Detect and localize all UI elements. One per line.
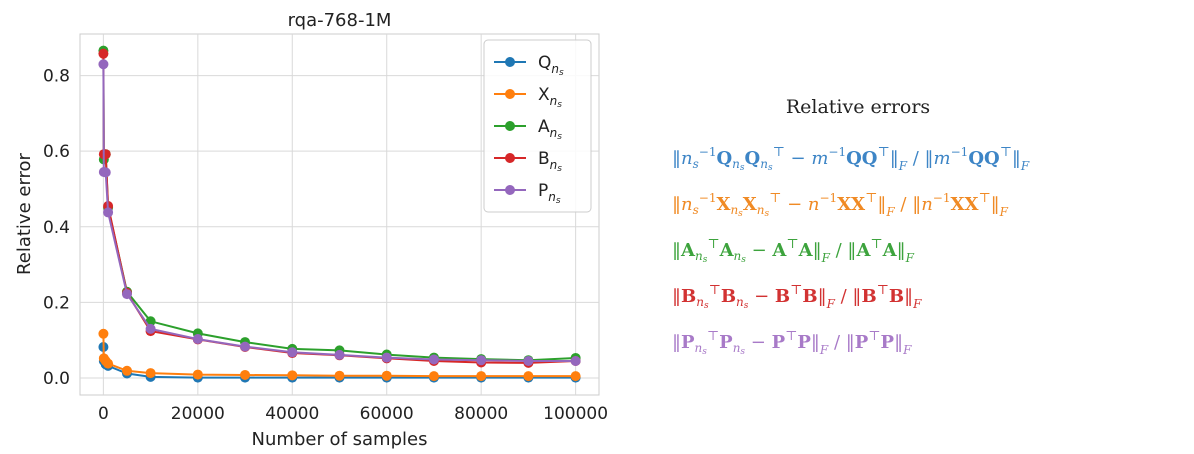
legend-item-p: Pns bbox=[494, 181, 561, 206]
data-point bbox=[523, 371, 534, 382]
data-point bbox=[381, 352, 392, 363]
data-point bbox=[570, 355, 581, 366]
y-tick-label: 0.2 bbox=[43, 293, 70, 313]
data-point bbox=[476, 371, 487, 382]
data-point bbox=[381, 370, 392, 381]
legend: Qns Xns Ans Bns Pns bbox=[483, 39, 592, 213]
legend-marker bbox=[505, 57, 515, 67]
legend-label: Qns bbox=[538, 53, 564, 78]
legend-marker bbox=[505, 121, 515, 131]
legend-label: Bns bbox=[538, 149, 562, 174]
data-point bbox=[192, 334, 203, 345]
y-tick-label: 0.6 bbox=[43, 142, 70, 162]
svg-text:‖ns−1QnsQns⊤ − m−1QQ⊤‖F / ‖m−1: ‖ns−1QnsQns⊤ − m−1QQ⊤‖F / ‖m−1QQ⊤‖F bbox=[672, 145, 1030, 173]
data-point bbox=[98, 328, 109, 339]
x-tick-label: 100000 bbox=[543, 404, 608, 424]
data-point bbox=[523, 355, 534, 366]
series-p bbox=[98, 59, 581, 366]
data-point bbox=[287, 370, 298, 381]
x-tick-label: 0 bbox=[98, 404, 109, 424]
data-point bbox=[145, 368, 156, 379]
formula-b: ‖Bns⊤Bns − B⊤B‖F / ‖B⊤B‖F bbox=[672, 283, 922, 311]
data-point bbox=[428, 354, 439, 365]
data-point bbox=[428, 371, 439, 382]
series-x bbox=[98, 328, 581, 382]
legend-item-a: Ans bbox=[494, 117, 562, 142]
x-tick-label: 40000 bbox=[265, 404, 319, 424]
legend-label: Xns bbox=[538, 85, 562, 110]
svg-text:‖Pns⊤Pns − P⊤P‖F / ‖P⊤P‖F: ‖Pns⊤Pns − P⊤P‖F / ‖P⊤P‖F bbox=[672, 329, 912, 357]
x-tick-labels: 0 20000 40000 60000 80000 100000 bbox=[98, 404, 608, 424]
data-point bbox=[100, 149, 111, 160]
data-point bbox=[240, 341, 251, 352]
data-point bbox=[334, 370, 345, 381]
y-tick-label: 0.0 bbox=[43, 369, 70, 389]
y-axis-label: Relative error bbox=[14, 152, 35, 274]
x-axis-label: Number of samples bbox=[252, 429, 428, 450]
data-point bbox=[287, 347, 298, 358]
data-point bbox=[240, 369, 251, 380]
formula-q: ‖ns−1QnsQns⊤ − m−1QQ⊤‖F / ‖m−1QQ⊤‖F bbox=[672, 145, 1030, 173]
data-point bbox=[98, 48, 109, 59]
legend-marker bbox=[505, 153, 515, 163]
data-point bbox=[100, 167, 111, 178]
legend-item-x: Xns bbox=[494, 85, 562, 110]
legend-item-q: Qns bbox=[494, 53, 564, 78]
x-tick-label: 80000 bbox=[454, 404, 508, 424]
svg-text:‖ns−1XnsXns⊤ − n−1XX⊤‖F / ‖n−1: ‖ns−1XnsXns⊤ − n−1XX⊤‖F / ‖n−1XX⊤‖F bbox=[672, 191, 1009, 219]
x-tick-label: 60000 bbox=[360, 404, 414, 424]
legend-marker bbox=[505, 185, 515, 195]
chart-title: rqa-768-1M bbox=[288, 10, 392, 31]
series-layer bbox=[98, 45, 581, 383]
data-point bbox=[192, 369, 203, 380]
legend-frame bbox=[483, 39, 592, 213]
data-point bbox=[570, 371, 581, 382]
y-tick-labels: 0.0 0.2 0.4 0.6 0.8 bbox=[43, 67, 70, 389]
data-point bbox=[103, 207, 114, 218]
data-point bbox=[145, 323, 156, 334]
formula-panel-title: Relative errors bbox=[785, 96, 931, 118]
data-point bbox=[103, 358, 114, 369]
chart: 0 20000 40000 60000 80000 100000 0.0 0.2 0.4 0.6… bbox=[14, 10, 608, 450]
legend-item-b: Bns bbox=[494, 149, 562, 174]
x-tick-label: 20000 bbox=[171, 404, 225, 424]
data-point bbox=[334, 349, 345, 360]
data-point bbox=[476, 355, 487, 366]
svg-text:‖Bns⊤Bns − B⊤B‖F / ‖B⊤B‖F: ‖Bns⊤Bns − B⊤B‖F / ‖B⊤B‖F bbox=[672, 283, 922, 311]
formula-a: ‖Ans⊤Ans − A⊤A‖F / ‖A⊤A‖F bbox=[672, 237, 915, 265]
legend-marker bbox=[505, 89, 515, 99]
y-tick-label: 0.8 bbox=[43, 67, 70, 87]
data-point bbox=[121, 365, 132, 376]
legend-label: Pns bbox=[538, 181, 561, 206]
data-point bbox=[121, 289, 132, 300]
svg-text:‖Ans⊤Ans − A⊤A‖F / ‖A⊤A‖F: ‖Ans⊤Ans − A⊤A‖F / ‖A⊤A‖F bbox=[672, 237, 915, 265]
y-tick-label: 0.4 bbox=[43, 218, 70, 238]
formula-x: ‖ns−1XnsXns⊤ − n−1XX⊤‖F / ‖n−1XX⊤‖F bbox=[672, 191, 1009, 219]
data-point bbox=[98, 59, 109, 70]
legend-label: Ans bbox=[538, 117, 562, 142]
formula-p: ‖Pns⊤Pns − P⊤P‖F / ‖P⊤P‖F bbox=[672, 329, 912, 357]
